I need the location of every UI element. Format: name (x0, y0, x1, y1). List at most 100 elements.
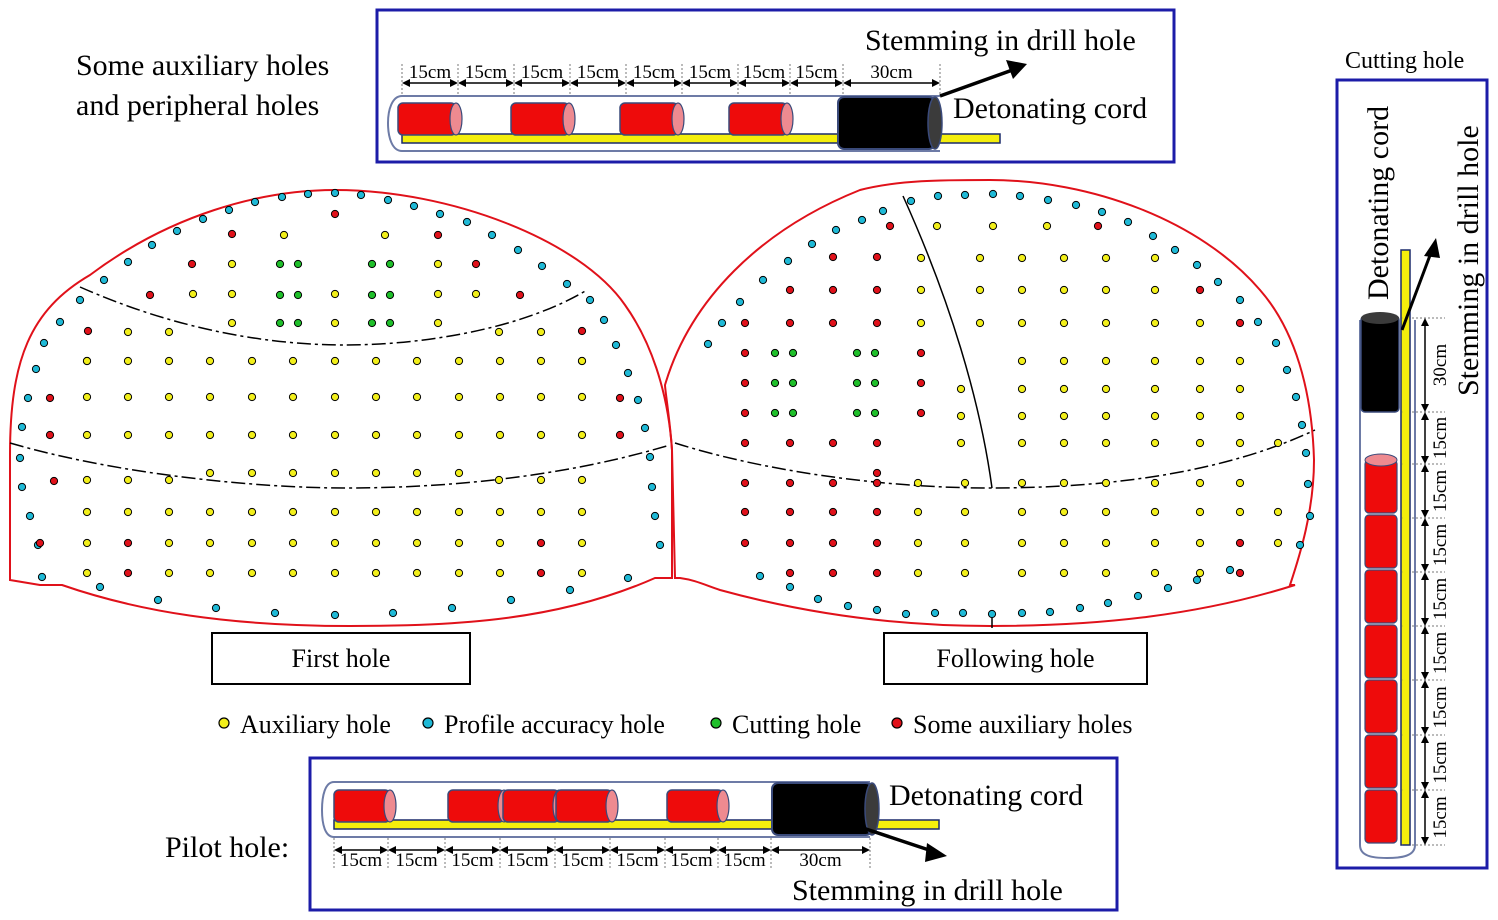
profile-hole-marker (1192, 575, 1202, 585)
right-dim-6-arrow-top (1421, 626, 1429, 634)
first-hole-label-box: First hole (211, 632, 471, 685)
top-dim-1-arrow-left (402, 79, 410, 87)
right-dim-4-label: 15cm (1430, 524, 1451, 566)
auxiliary-hole-marker (330, 538, 340, 548)
auxiliary-hole-marker (205, 356, 215, 366)
right-dim-5-arrow-top (1421, 572, 1429, 580)
following-hole-outline (663, 178, 1316, 628)
right-stemming-arrow (1400, 249, 1434, 331)
top-charge-3-cap (671, 102, 685, 136)
right-charge-cap (1364, 453, 1398, 467)
auxiliary-hole-marker (1059, 568, 1069, 578)
auxiliary-hole-marker (205, 507, 215, 517)
profile-hole-marker (813, 594, 823, 604)
some-auxiliary-hole-marker (615, 393, 625, 403)
some-auxiliary-hole-marker (330, 209, 340, 219)
some-auxiliary-hole-marker (872, 438, 882, 448)
bottom-dim-4-arrow-left (500, 846, 508, 854)
bottom-cord (333, 819, 940, 830)
cutting-hole-marker (385, 318, 395, 328)
profile-hole-marker (1301, 448, 1311, 458)
profile-hole-marker (75, 295, 85, 305)
auxiliary-hole-marker (1150, 538, 1160, 548)
cutting-hole-marker (770, 348, 780, 358)
auxiliary-hole-marker (412, 356, 422, 366)
bottom-charge-1 (333, 789, 391, 823)
some-auxiliary-hole-marker (872, 318, 882, 328)
auxiliary-hole-marker (164, 356, 174, 366)
some-auxiliary-hole-marker (740, 408, 750, 418)
auxiliary-hole-marker (371, 430, 381, 440)
right-dim-9-arrow-top (1421, 790, 1429, 798)
auxiliary-hole-marker (1059, 411, 1069, 421)
some-auxiliary-hole-marker (785, 507, 795, 517)
auxiliary-hole-marker (1059, 253, 1069, 263)
right-cord (1400, 249, 1411, 846)
right-dim-8-arrow-top (1421, 735, 1429, 743)
top-dim-9-arrow-right (932, 79, 940, 87)
top-dim-7-arrow-left (738, 79, 746, 87)
right-charge-1 (1364, 459, 1398, 514)
auxiliary-hole-marker (247, 468, 257, 478)
auxiliary-hole-marker (205, 392, 215, 402)
profile-hole-marker (703, 339, 713, 349)
bottom-stemming-arrow (847, 821, 936, 854)
right-borehole-tube (1359, 320, 1416, 860)
profile-hole-marker (1282, 365, 1292, 375)
auxiliary-hole-marker (123, 327, 133, 337)
auxiliary-hole-marker (975, 253, 985, 263)
auxiliary-hole-marker (433, 318, 443, 328)
legend-marker-cutting (710, 717, 722, 729)
auxiliary-hole-marker (1150, 478, 1160, 488)
auxiliary-hole-marker (412, 538, 422, 548)
auxiliary-hole-marker (82, 568, 92, 578)
some-auxiliary-hole-marker (785, 538, 795, 548)
top-charge-2 (510, 102, 570, 136)
auxiliary-hole-marker (1017, 253, 1027, 263)
profile-hole-marker (224, 205, 234, 215)
top-dim-9-arrow-left (843, 79, 851, 87)
auxiliary-hole-marker (913, 507, 923, 517)
auxiliary-hole-marker (1150, 318, 1160, 328)
top-dim-8-arrow-left (790, 79, 798, 87)
bottom-charge-frame (308, 756, 1119, 912)
auxiliary-hole-marker (330, 507, 340, 517)
right-stemming-cap (1361, 312, 1399, 324)
profile-hole-marker (211, 603, 221, 613)
right-charge-frame (1335, 78, 1489, 870)
auxiliary-hole-marker (1059, 478, 1069, 488)
top-cord (401, 133, 1001, 144)
auxiliary-hole-marker (960, 538, 970, 548)
auxiliary-hole-marker (1017, 318, 1027, 328)
some-auxiliary-hole-marker (1235, 538, 1245, 548)
some-auxiliary-hole-marker (45, 430, 55, 440)
profile-hole-marker (31, 364, 41, 374)
auxiliary-hole-marker (330, 318, 340, 328)
profile-hole-marker (878, 206, 888, 216)
auxiliary-hole-marker (1101, 538, 1111, 548)
bottom-dim-9-label: 30cm (799, 850, 841, 871)
right-charge-2 (1364, 514, 1398, 569)
legend-label-cutting: Cutting hole (732, 710, 861, 739)
some-auxiliary-hole-marker (916, 348, 926, 358)
right-dim-5-label: 15cm (1430, 578, 1451, 620)
bottom-dim-3-arrow-right (492, 846, 500, 854)
bottom-dim-2-arrow-right (437, 846, 445, 854)
profile-hole-marker (270, 608, 280, 618)
right-dim-3-label: 15cm (1430, 470, 1451, 512)
right-dim-9-label: 15cm (1430, 796, 1451, 838)
auxiliary-hole-marker (288, 356, 298, 366)
top-dim-7-label: 15cm (743, 62, 785, 83)
bottom-dim-1-arrow-left (334, 846, 342, 854)
some-auxiliary-hole-marker (785, 438, 795, 448)
auxiliary-hole-marker (454, 356, 464, 366)
auxiliary-hole-marker (1195, 384, 1205, 394)
bottom-dim-8-arrow-left (718, 846, 726, 854)
auxiliary-hole-marker (433, 259, 443, 269)
profile-hole-marker (930, 608, 940, 618)
auxiliary-hole-marker (412, 568, 422, 578)
auxiliary-hole-marker (1017, 507, 1027, 517)
profile-hole-marker (1271, 338, 1281, 348)
auxiliary-hole-marker (330, 468, 340, 478)
auxiliary-hole-marker (1273, 507, 1283, 517)
